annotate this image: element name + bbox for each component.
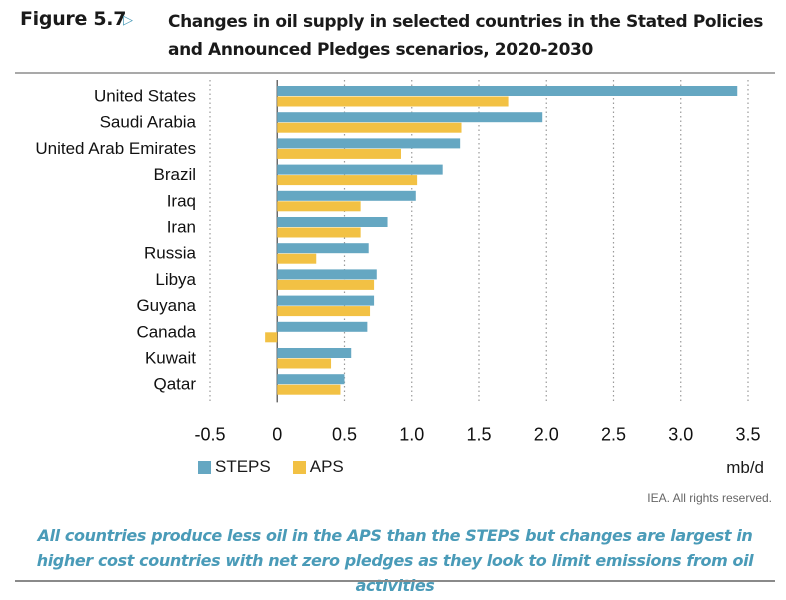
legend: STEPS APS <box>198 457 366 477</box>
legend-item-aps: APS <box>292 457 344 477</box>
category-label: Kuwait <box>145 349 196 368</box>
bar-steps <box>277 348 352 358</box>
bar-steps <box>277 295 375 306</box>
bar-aps <box>277 148 401 159</box>
category-label: Qatar <box>153 375 196 394</box>
legend-item-steps: STEPS <box>198 457 271 477</box>
category-label: Russia <box>144 244 197 263</box>
bar-steps <box>277 269 377 280</box>
x-tick-label: 1.0 <box>399 424 424 444</box>
bar-aps <box>265 332 278 343</box>
bar-steps <box>277 190 416 201</box>
caption: All countries produce less oil in the AP… <box>36 526 754 595</box>
top-divider <box>15 72 775 74</box>
bar-aps <box>277 253 317 264</box>
legend-label-aps: APS <box>309 457 344 476</box>
bar-aps <box>277 306 371 317</box>
category-label: Canada <box>136 322 196 341</box>
legend-swatch-steps <box>198 460 211 474</box>
bar-steps <box>277 164 443 175</box>
bar-chart: -0.5 0 0.5 1.0 1.5 2.0 2.5 3.0 3.5 United States S… <box>35 80 761 444</box>
bar-aps <box>277 227 361 238</box>
x-tick-label: 0.5 <box>332 424 357 444</box>
bar-steps <box>277 243 369 254</box>
bar-aps <box>277 96 509 107</box>
figure-label: Figure 5.7 <box>20 8 127 30</box>
category-label: Iraq <box>167 191 196 210</box>
bar-steps <box>277 321 368 332</box>
x-tick-label: 1.5 <box>466 424 491 444</box>
bottom-divider <box>15 580 775 582</box>
bar-aps <box>277 201 361 212</box>
x-tick-label: 2.0 <box>534 424 559 444</box>
bar-aps <box>277 279 375 290</box>
bar-aps <box>277 122 462 133</box>
bar-steps <box>277 138 461 149</box>
legend-swatch-aps <box>292 460 306 474</box>
bar-steps <box>277 86 738 96</box>
bar-steps <box>277 374 345 385</box>
unit-label: mb/d <box>726 458 764 477</box>
triangle-right-icon: ▷ <box>123 12 133 27</box>
x-tick-label: 3.5 <box>735 424 760 444</box>
category-label: Iran <box>167 218 196 237</box>
figure-title: Changes in oil supply in selected countr… <box>168 12 763 60</box>
bar-aps <box>277 175 418 186</box>
bar-aps <box>277 384 341 395</box>
category-label: Saudi Arabia <box>100 113 197 132</box>
x-tick-label: 2.5 <box>601 424 626 444</box>
category-label: Guyana <box>136 296 196 315</box>
bar-aps <box>277 358 332 369</box>
x-tick-label: 3.0 <box>668 424 693 444</box>
category-label: Brazil <box>153 165 196 184</box>
x-tick-label: 0 <box>272 424 282 444</box>
legend-label-steps: STEPS <box>215 457 271 476</box>
category-label: United Arab Emirates <box>35 139 196 158</box>
category-label: United States <box>94 87 196 106</box>
x-tick-label: -0.5 <box>194 424 225 444</box>
category-label: Libya <box>155 270 196 289</box>
bar-steps <box>277 112 543 123</box>
bar-steps <box>277 217 388 227</box>
credit-text: IEA. All rights reserved. <box>647 491 772 505</box>
